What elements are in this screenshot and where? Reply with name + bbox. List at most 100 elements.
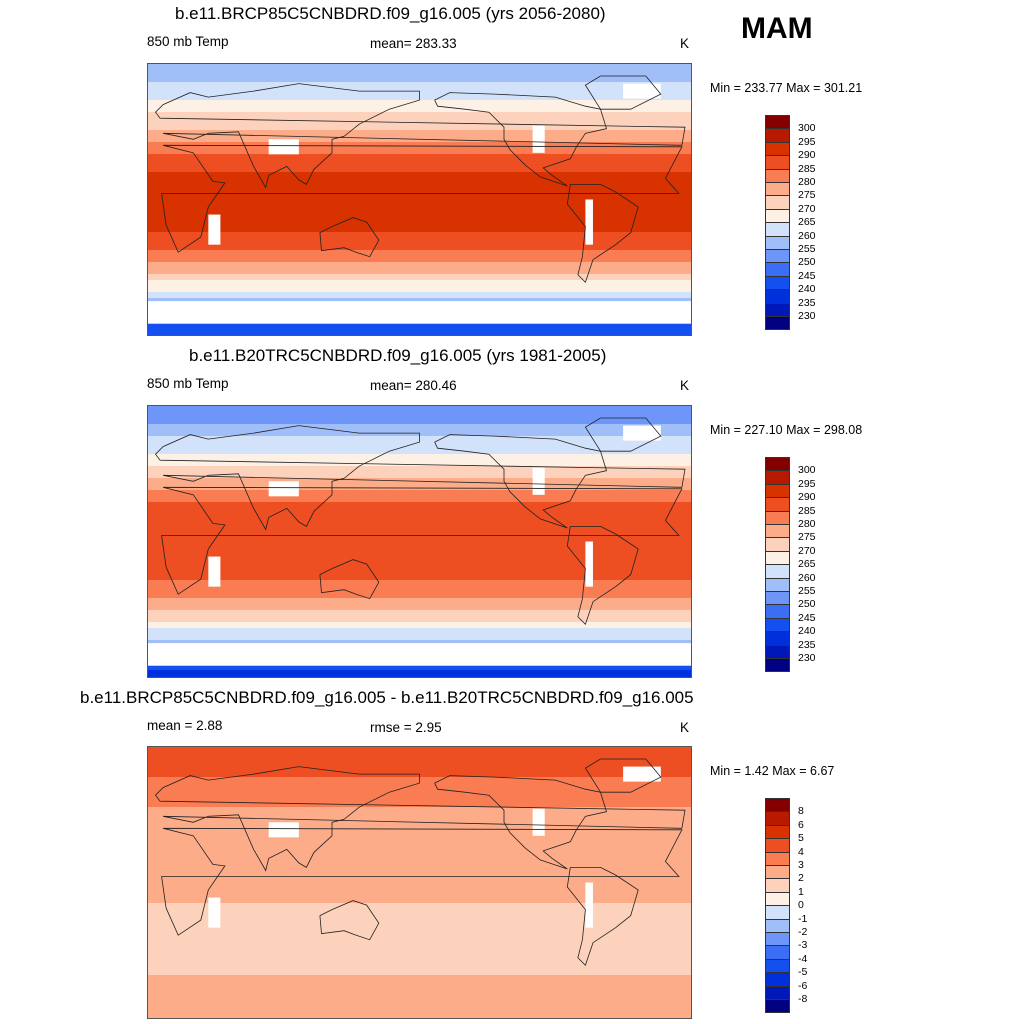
field-band — [148, 981, 691, 988]
field-band — [148, 160, 691, 167]
colorbar-tick-label: 260 — [798, 571, 816, 584]
coastline-0 — [161, 144, 683, 253]
missing-data-region — [623, 766, 661, 782]
field-band — [148, 70, 691, 77]
colorbar-swatch — [765, 115, 790, 130]
missing-data-region — [585, 199, 593, 245]
coastline-5 — [584, 758, 662, 793]
colorbar-tick-label: 295 — [798, 135, 816, 148]
field-band — [148, 208, 691, 215]
map-plot — [147, 746, 692, 1019]
colorbar-swatch — [765, 972, 790, 987]
colorbar-swatch — [765, 470, 790, 485]
field-band — [148, 1005, 691, 1012]
colorbar-tick-label: 240 — [798, 283, 816, 296]
missing-data-region — [585, 882, 593, 928]
field-band — [148, 622, 691, 629]
colorbar-swatch — [765, 824, 790, 840]
missing-data-region — [532, 808, 545, 836]
coastline-3 — [434, 92, 608, 187]
missing-data-region — [268, 139, 299, 155]
field-band — [148, 202, 691, 209]
field-band — [148, 987, 691, 994]
panel-left-label: mean = 2.88 — [147, 718, 223, 733]
field-band — [148, 1011, 691, 1018]
colorbar-tick-label: 255 — [798, 585, 816, 597]
field-band — [148, 921, 691, 928]
colorbar-swatch — [765, 155, 790, 170]
colorbar-swatch — [765, 289, 790, 304]
colorbar-swatch — [765, 945, 790, 960]
panel-minmax: Min = 227.10 Max = 298.08 — [710, 423, 863, 437]
field-band — [148, 166, 691, 173]
field-band — [148, 813, 691, 820]
colorbar-swatch — [765, 631, 790, 646]
field-band — [148, 580, 691, 587]
colorbar-tick-label: 240 — [798, 625, 816, 638]
field-band — [148, 939, 691, 946]
colorbar-swatch — [765, 222, 790, 237]
colorbar-swatch — [765, 591, 790, 606]
field-band — [148, 226, 691, 233]
colorbar-swatch — [765, 235, 790, 250]
field-band — [148, 861, 691, 868]
colorbar-swatch — [765, 168, 790, 183]
field-band — [148, 274, 691, 281]
colorbar-swatch — [765, 918, 790, 933]
field-band — [148, 969, 691, 976]
panel-minmax: Min = 1.42 Max = 6.67 — [710, 764, 835, 778]
field-band — [148, 789, 691, 796]
colorbar-tick-label: 250 — [798, 598, 816, 611]
field-band — [148, 406, 691, 413]
panel-minmax: Min = 233.77 Max = 301.21 — [710, 81, 863, 95]
field-band — [148, 765, 691, 772]
field-band — [148, 945, 691, 952]
field-band — [148, 76, 691, 83]
panel-title: b.e11.BRCP85C5CNBDRD.f09_g16.005 - b.e11… — [80, 688, 694, 707]
colorbar-swatch — [765, 208, 790, 224]
missing-data-region — [585, 541, 593, 587]
colorbar-swatch — [765, 604, 790, 619]
coastline-5 — [584, 75, 662, 110]
field-band — [148, 993, 691, 1000]
field-band — [148, 759, 691, 766]
colorbar-tick-label: -2 — [798, 926, 808, 938]
panel-title: b.e11.BRCP85C5CNBDRD.f09_g16.005 (yrs 20… — [175, 4, 606, 23]
colorbar-swatch — [765, 905, 790, 920]
colorbar-swatch — [765, 932, 790, 947]
field-band — [148, 244, 691, 251]
colorbar-swatch — [765, 644, 790, 659]
field-band — [148, 460, 691, 467]
colorbar-swatch — [765, 128, 790, 143]
field-band — [148, 783, 691, 790]
field-band — [148, 538, 691, 545]
colorbar-tick-label: 290 — [798, 491, 816, 504]
colorbar-tick-label: 8 — [798, 805, 804, 818]
field-band — [148, 502, 691, 509]
map-plot — [147, 405, 692, 678]
colorbar-swatch — [765, 195, 790, 210]
field-band — [148, 526, 691, 533]
colorbar-tick-label: 1 — [798, 885, 804, 898]
colorbar-swatch — [765, 249, 790, 264]
field-band — [148, 556, 691, 563]
panel-units: K — [680, 378, 690, 393]
colorbar-swatch — [765, 838, 790, 853]
field-band — [148, 903, 691, 910]
field-band — [148, 664, 691, 671]
field-band — [148, 418, 691, 425]
colorbar-tick-label: 295 — [798, 477, 816, 490]
colorbar-tick-label: 245 — [798, 269, 816, 282]
field-band — [148, 586, 691, 593]
colorbar-tick-label: -4 — [798, 952, 808, 965]
missing-data-region — [148, 301, 691, 324]
colorbar-tick-label: 270 — [798, 202, 816, 215]
field-band — [148, 82, 691, 89]
colorbar-tick-label: 0 — [798, 899, 804, 912]
colorbar-tick-label: 3 — [798, 859, 804, 871]
field-band — [148, 807, 691, 814]
field-band — [148, 220, 691, 227]
panel-center-label: mean= 283.33 — [370, 36, 457, 51]
colorbar-tick-label: 280 — [798, 518, 816, 530]
colorbar-tick-label: -3 — [798, 939, 808, 952]
